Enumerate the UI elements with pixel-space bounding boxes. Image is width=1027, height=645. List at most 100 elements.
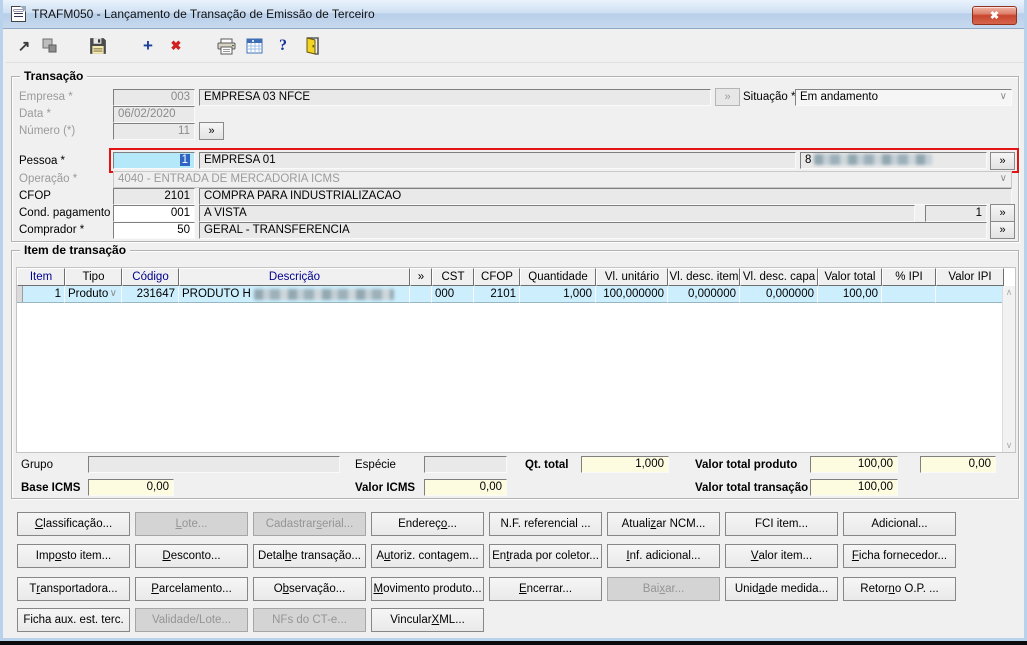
cfop-code-field: 2101	[113, 188, 195, 205]
column-header-cst: CST	[432, 268, 474, 286]
cell-tipo[interactable]: Produto ∨	[65, 286, 122, 303]
document-prefix: 8	[805, 154, 812, 166]
endereco-button[interactable]: Endereç o...	[371, 512, 484, 536]
qt-total-field[interactable]: 1,000	[581, 456, 669, 473]
cell-vl-desc-capa[interactable]: 0,000000	[740, 286, 818, 303]
exit-button[interactable]	[300, 34, 324, 58]
adicional-button[interactable]: Adicional...	[843, 512, 956, 536]
person-lookup-button[interactable]: »	[990, 152, 1015, 170]
cell-valor-ipi[interactable]	[936, 286, 1004, 303]
items-table: Item Tipo Código Descrição » CST CFOP Qu…	[16, 267, 1016, 453]
cell-quantidade[interactable]: 1,000	[520, 286, 596, 303]
installments-field: 1	[925, 205, 987, 222]
valor-total-produto-field[interactable]: 100,00	[810, 456, 898, 473]
fci-item-button[interactable]: FCI item...	[725, 512, 838, 536]
grupo-label: Grupo	[21, 459, 53, 471]
cell-valor-total[interactable]: 100,00	[818, 286, 882, 303]
valor-ipi-total-field[interactable]: 0,00	[920, 456, 996, 473]
payment-terms-label: Cond. pagamento *	[19, 207, 119, 219]
cell-expand[interactable]	[410, 286, 432, 303]
atualizar-ncm-button[interactable]: Atuali z ar NCM...	[607, 512, 720, 536]
grid-view-button[interactable]	[242, 34, 266, 58]
base-icms-field[interactable]: 0,00	[88, 479, 174, 496]
chevron-down-icon[interactable]: ∨	[109, 288, 117, 299]
detalhe-transacao-button[interactable]: Detal h e transação...	[253, 544, 366, 568]
unidade-medida-button[interactable]: Unid a de medida...	[725, 577, 838, 601]
items-group: Item de transação	[11, 243, 1019, 499]
cell-descricao[interactable]: PRODUTO H	[179, 286, 410, 303]
cell-cst[interactable]: 000	[432, 286, 474, 303]
person-code-field[interactable]: 1	[113, 152, 195, 169]
imposto-item-button[interactable]: Imp o sto item...	[17, 544, 130, 568]
entrada-por-coletor-button[interactable]: En t rada por coletor...	[489, 544, 602, 568]
add-record-button[interactable]: +	[136, 34, 160, 58]
ficha-aux-est-terc-button[interactable]: Ficha aux. est. terc.	[17, 608, 130, 632]
cell-item-value: 1	[54, 288, 61, 300]
cell-codigo[interactable]: 231647	[122, 286, 179, 303]
cell-item[interactable]: 1	[17, 286, 65, 303]
title-bar[interactable]: TRAFM050 - Lançamento de Transação de Em…	[3, 0, 1024, 29]
company-code-field: 003	[113, 89, 195, 106]
especie-label: Espécie	[355, 459, 396, 471]
number-lookup-button[interactable]: »	[199, 122, 224, 140]
buyer-code-field[interactable]: 50	[113, 222, 195, 239]
more-icon: »	[724, 91, 731, 103]
retorno-op-button[interactable]: Retor n o O.P. ...	[843, 577, 956, 601]
close-icon: ✖	[989, 10, 1000, 22]
payment-terms-lookup-button[interactable]: »	[990, 204, 1015, 222]
grupo-field	[88, 456, 340, 473]
status-select[interactable]: Em andamento ∨	[795, 89, 1012, 106]
help-icon: ?	[279, 37, 287, 54]
payment-terms-code-field[interactable]: 001	[113, 205, 195, 222]
date-label: Data *	[19, 108, 51, 120]
cascade-windows-button[interactable]	[38, 34, 62, 58]
more-icon: »	[208, 125, 215, 137]
navigate-record-button[interactable]: ↗	[12, 34, 36, 58]
add-icon: +	[143, 36, 153, 55]
cell-vl-desc-item[interactable]: 0,000000	[668, 286, 740, 303]
expand-columns-button[interactable]: »	[410, 268, 432, 286]
valor-total-transacao-field[interactable]: 100,00	[810, 479, 898, 496]
buyer-lookup-button[interactable]: »	[990, 221, 1015, 239]
number-label: Número (*)	[19, 125, 76, 137]
more-icon: »	[999, 155, 1006, 167]
scroll-up-icon[interactable]: ∧	[1005, 287, 1013, 297]
nf-referencial-button[interactable]: N.F. referencial ...	[489, 512, 602, 536]
close-button[interactable]: ✖	[972, 6, 1017, 25]
items-scrollbar[interactable]: ∧ ∨	[1002, 286, 1015, 452]
help-button[interactable]: ?	[271, 34, 295, 58]
print-button[interactable]	[214, 34, 238, 58]
chevron-down-icon: ∨	[999, 173, 1007, 184]
cell-cfop[interactable]: 2101	[474, 286, 520, 303]
window-title: TRAFM050 - Lançamento de Transação de Em…	[32, 7, 375, 21]
column-header-vl-desc-item: Vl. desc. item	[668, 268, 740, 286]
valor-total-transacao-label: Valor total transação	[695, 482, 809, 494]
valor-icms-field[interactable]: 0,00	[424, 479, 507, 496]
chevron-down-icon: ∨	[999, 91, 1007, 102]
number-field: 11	[113, 123, 195, 140]
person-label: Pessoa *	[19, 155, 66, 167]
table-row[interactable]: 1 Produto ∨ 231647 PRODUTO H 000 2101 1,…	[17, 286, 1015, 303]
vincular-xml-button[interactable]: Vincular X ML...	[371, 608, 484, 632]
cell-pct-ipi[interactable]	[882, 286, 936, 303]
cell-vl-unitario[interactable]: 100,000000	[596, 286, 668, 303]
column-header-tipo: Tipo	[65, 268, 122, 286]
delete-record-button[interactable]: ✖	[164, 34, 188, 58]
save-button[interactable]	[86, 34, 110, 58]
company-lookup-button: »	[715, 88, 740, 106]
column-header-vl-unitario: Vl. unitário	[596, 268, 668, 286]
scroll-down-icon[interactable]: ∨	[1005, 440, 1013, 450]
row-selector[interactable]	[17, 286, 23, 302]
